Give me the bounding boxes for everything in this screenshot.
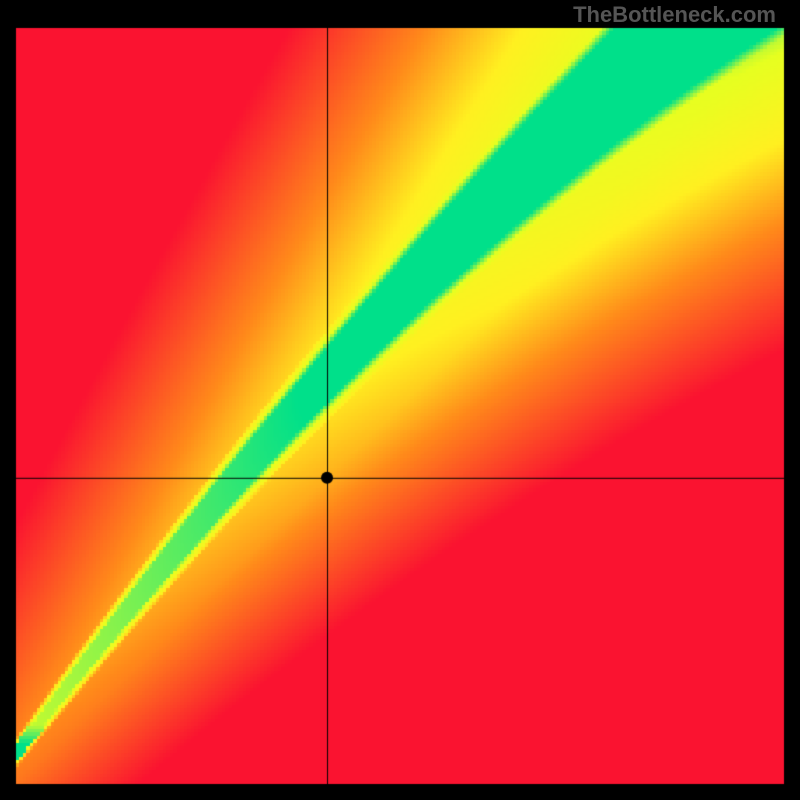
watermark-text: TheBottleneck.com bbox=[573, 2, 776, 28]
heatmap-canvas bbox=[0, 0, 800, 800]
chart-container: TheBottleneck.com bbox=[0, 0, 800, 800]
